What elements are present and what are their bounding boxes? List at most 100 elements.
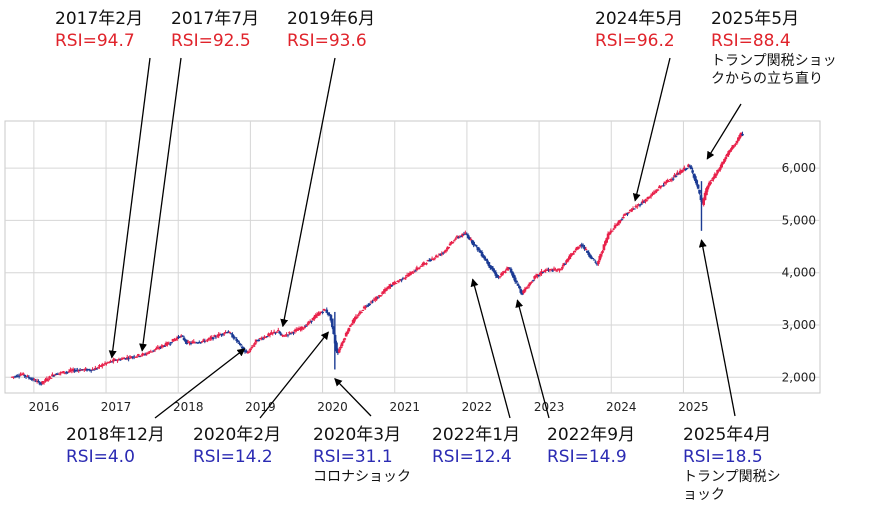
candle-body	[110, 361, 114, 363]
annotation-arrow	[698, 239, 736, 417]
candle-body	[263, 336, 266, 338]
annotation-arrow	[706, 103, 742, 160]
candle-body	[343, 338, 347, 340]
candle-body	[99, 365, 103, 367]
candle-body	[538, 272, 542, 275]
candle-body	[148, 351, 151, 353]
candle-body	[282, 335, 286, 337]
candle-body	[87, 369, 90, 371]
candle-body	[601, 250, 604, 253]
candle-body	[523, 288, 527, 292]
candle-body	[76, 369, 79, 371]
candle-body	[361, 309, 365, 311]
candle-body	[239, 344, 243, 346]
candle-body	[26, 375, 29, 377]
candle-body	[103, 363, 107, 365]
candle-body	[664, 181, 668, 183]
x-tick-label: 2019	[245, 400, 276, 414]
candle-body	[19, 374, 22, 376]
candle-body	[227, 331, 230, 333]
candle-body	[537, 274, 541, 276]
annotation-note: トランプ関税ショック	[683, 469, 781, 503]
candle-body	[369, 301, 373, 303]
candle-body	[218, 334, 222, 336]
candle-body	[719, 167, 722, 170]
candle-body	[580, 244, 584, 247]
candle-body	[407, 274, 410, 277]
candle-body	[301, 328, 305, 330]
candle-body	[437, 254, 441, 256]
candle-body	[676, 172, 679, 176]
candle-body	[415, 267, 419, 271]
annotation-rsi: RSI=94.7	[55, 31, 135, 51]
candle-body	[342, 340, 345, 343]
candle-body	[34, 380, 38, 382]
candle-body	[321, 312, 324, 314]
candle-body	[335, 342, 338, 352]
candle-body	[159, 347, 162, 349]
candle-body	[476, 247, 480, 251]
candle-body	[163, 345, 166, 347]
candle-body	[42, 381, 46, 383]
candle-body	[100, 364, 104, 367]
candle-body	[558, 268, 561, 271]
candle-body	[677, 173, 681, 175]
annotation-date: 2019年6月	[287, 9, 376, 29]
candle-body	[525, 287, 528, 290]
candle-body	[566, 258, 570, 262]
candle-body	[161, 345, 165, 347]
candle-body	[141, 353, 144, 356]
candle-body	[732, 145, 736, 147]
candle-body	[69, 369, 72, 372]
candle-body	[609, 230, 613, 233]
candle-body	[598, 255, 602, 261]
annotation-2017-jul: 2017年7月 RSI=92.5	[171, 8, 259, 52]
candle-body	[533, 276, 536, 279]
candle-body	[545, 269, 549, 271]
candle-body	[501, 272, 505, 275]
candle-body	[721, 161, 725, 164]
candle-body	[725, 154, 729, 157]
candle-body	[544, 269, 548, 271]
annotation-2019-jun: 2019年6月 RSI=93.6	[287, 8, 375, 52]
candle-body	[195, 342, 198, 344]
candle-body	[604, 241, 607, 246]
candle-body	[64, 372, 68, 374]
candle-body	[660, 185, 664, 187]
candle-body	[173, 339, 176, 341]
candle-body	[225, 332, 229, 334]
candle-body	[397, 280, 401, 282]
candle-body	[616, 222, 620, 225]
annotation-date: 2022年1月	[432, 425, 521, 445]
candle-body	[373, 298, 377, 300]
annotation-2025-apr: 2025年4月 RSI=18.5	[683, 424, 771, 468]
candle-body	[94, 367, 97, 370]
candle-body	[502, 271, 506, 273]
candle-body	[554, 269, 557, 271]
candle-body	[490, 266, 493, 270]
candle-body	[337, 349, 341, 353]
candle-body	[526, 287, 530, 289]
candle-body	[569, 254, 572, 257]
candle-body	[447, 246, 451, 249]
candle-body	[509, 268, 513, 273]
candle-body	[310, 320, 313, 322]
candle-body	[696, 184, 700, 189]
annotation-2022-jan: 2022年1月 RSI=12.4	[432, 424, 520, 468]
candle-body	[232, 336, 236, 339]
candle-body	[329, 315, 333, 321]
candle-body	[174, 338, 178, 340]
candle-body	[365, 305, 369, 307]
annotation-rsi: RSI=31.1	[313, 447, 393, 467]
candle-body	[635, 206, 639, 208]
candle-body	[461, 233, 464, 237]
candle-body	[143, 354, 147, 356]
candle-body	[594, 261, 597, 263]
candle-body	[728, 149, 732, 152]
candle-body	[477, 248, 481, 251]
candle-body	[563, 263, 567, 265]
candle-body	[659, 185, 663, 188]
candle-body	[714, 173, 718, 176]
candle-body	[349, 325, 352, 327]
x-tick-label: 2024	[606, 400, 637, 414]
